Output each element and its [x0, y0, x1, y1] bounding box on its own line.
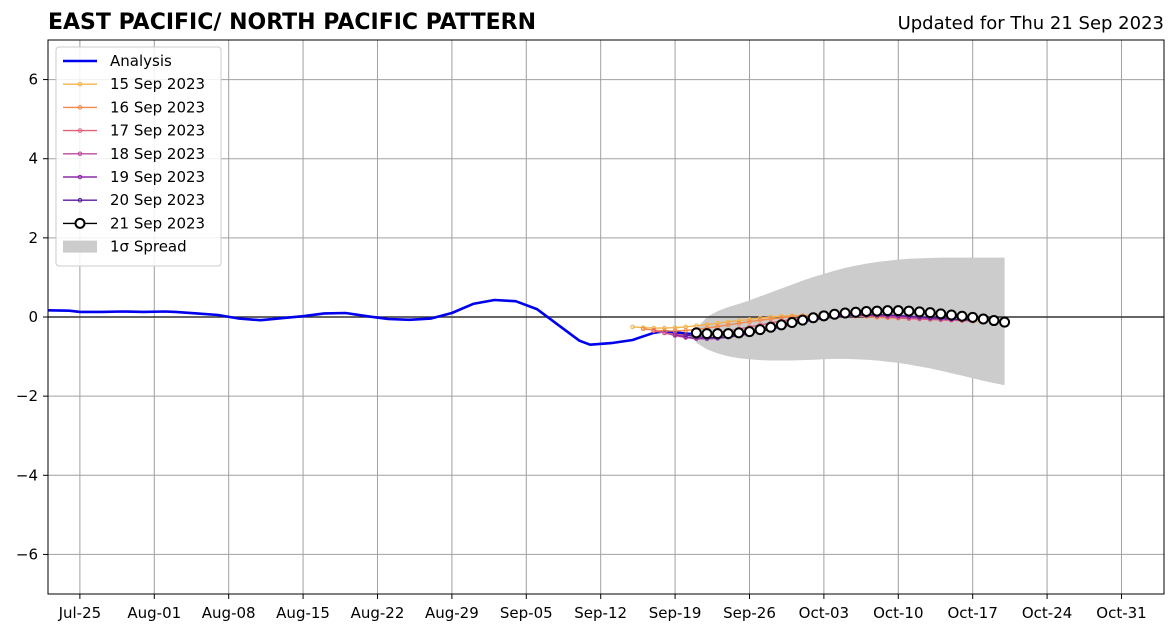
forecast-point	[712, 328, 724, 340]
forecast-point	[747, 319, 752, 325]
forecast-point	[956, 310, 968, 322]
forecast-point	[672, 332, 678, 338]
x-tick-label: Oct-31	[1096, 604, 1146, 622]
y-tick-label: 4	[28, 150, 38, 168]
forecast-point	[924, 307, 936, 319]
x-tick-label: Sep-19	[649, 604, 702, 622]
forecast-point	[722, 328, 734, 340]
legend-marker	[77, 174, 83, 180]
x-tick-label: Oct-10	[873, 604, 923, 622]
forecast-line	[685, 313, 973, 339]
y-tick-label: −6	[16, 545, 38, 563]
forecast-point	[892, 305, 904, 317]
legend-label: 21 Sep 2023	[110, 214, 205, 232]
x-tick-label: Oct-17	[947, 604, 997, 622]
forecast-point	[736, 321, 742, 326]
forecast-point	[630, 324, 635, 330]
legend-label: 18 Sep 2023	[110, 145, 205, 163]
x-tick-label: Sep-12	[574, 604, 627, 622]
y-tick-label: −2	[16, 387, 38, 405]
forecast-point	[818, 310, 830, 322]
forecast-point	[935, 308, 947, 320]
x-tick-label: Jul-25	[58, 604, 102, 622]
forecast-point	[882, 305, 894, 317]
x-tick-label: Aug-29	[425, 604, 479, 622]
forecast-point	[977, 313, 989, 325]
x-tick-label: Oct-24	[1022, 604, 1072, 622]
forecast-point	[733, 327, 745, 339]
forecast-point	[736, 318, 742, 323]
x-tick-label: Aug-15	[276, 604, 330, 622]
y-axis-ticks: −6 −4 −2 0 2 4 6	[16, 71, 48, 563]
x-tick-label: Sep-05	[500, 604, 553, 622]
chart-title: EAST PACIFIC/ NORTH PACIFIC PATTERN	[48, 10, 536, 35]
forecast-point	[725, 322, 731, 328]
legend-marker	[77, 105, 83, 110]
y-tick-label: 6	[28, 71, 38, 89]
analysis-series	[47, 298, 697, 347]
x-tick-label: Aug-01	[127, 604, 181, 622]
forecast-point	[945, 309, 957, 321]
forecast-point	[807, 312, 819, 324]
legend-label: 1σ Spread	[110, 238, 187, 256]
legend-label: Analysis	[110, 52, 172, 70]
x-tick-label: Aug-22	[351, 604, 405, 622]
forecast-point	[786, 317, 798, 329]
forecast-series	[630, 305, 1011, 342]
forecast-point	[743, 326, 755, 338]
legend-marker	[74, 217, 86, 229]
forecast-point	[839, 307, 851, 319]
plot-area	[47, 39, 1165, 595]
forecast-point	[662, 330, 667, 336]
forecast-point	[662, 325, 667, 331]
forecast-point	[967, 311, 979, 323]
forecast-point	[690, 327, 702, 339]
forecast-point	[757, 317, 763, 323]
legend-label: 19 Sep 2023	[110, 168, 205, 186]
x-tick-label: Aug-08	[202, 604, 256, 622]
forecast-point	[754, 324, 766, 336]
forecast-point	[640, 326, 646, 332]
x-tick-label: Sep-26	[723, 604, 776, 622]
forecast-point	[903, 305, 915, 317]
x-tick-label: Oct-03	[799, 604, 849, 622]
y-tick-label: −4	[16, 466, 38, 484]
legend-box	[55, 46, 222, 267]
legend: Analysis 15 Sep 2023 16 Sep 2023 17 Sep 202…	[55, 46, 222, 267]
forecast-point	[701, 328, 713, 340]
forecast-point	[999, 316, 1011, 328]
legend-marker	[77, 197, 83, 203]
legend-handle	[63, 240, 97, 253]
forecast-point	[850, 306, 862, 318]
legend-marker	[77, 151, 83, 157]
y-tick-label: 2	[28, 229, 38, 247]
chart-subtitle: Updated for Thu 21 Sep 2023	[898, 13, 1164, 34]
legend-label: 17 Sep 2023	[110, 122, 205, 140]
spread-band	[696, 257, 1005, 386]
forecast-point	[683, 328, 689, 333]
x-axis-ticks: Jul-25 Aug-01 Aug-08 Aug-15 Aug-22 Aug-29 Sep-…	[58, 594, 1147, 622]
forecast-point	[797, 314, 809, 326]
forecast-point	[651, 328, 657, 334]
legend-label: 20 Sep 2023	[110, 191, 205, 209]
forecast-point	[829, 308, 841, 320]
forecast-point	[683, 332, 689, 338]
forecast-point	[860, 305, 872, 317]
analysis-line	[47, 298, 697, 347]
legend-marker	[77, 81, 83, 87]
spread-area	[696, 257, 1005, 386]
legend-label: 16 Sep 2023	[110, 98, 205, 116]
forecast-6	[690, 305, 1011, 340]
forecast-point	[988, 315, 1000, 327]
forecast-point	[765, 321, 777, 333]
forecast-point	[871, 305, 883, 317]
legend-marker	[77, 128, 83, 133]
legend-label: 15 Sep 2023	[110, 75, 205, 93]
y-tick-label: 0	[28, 308, 38, 326]
forecast-point	[775, 319, 787, 331]
forecast-point	[914, 306, 926, 318]
